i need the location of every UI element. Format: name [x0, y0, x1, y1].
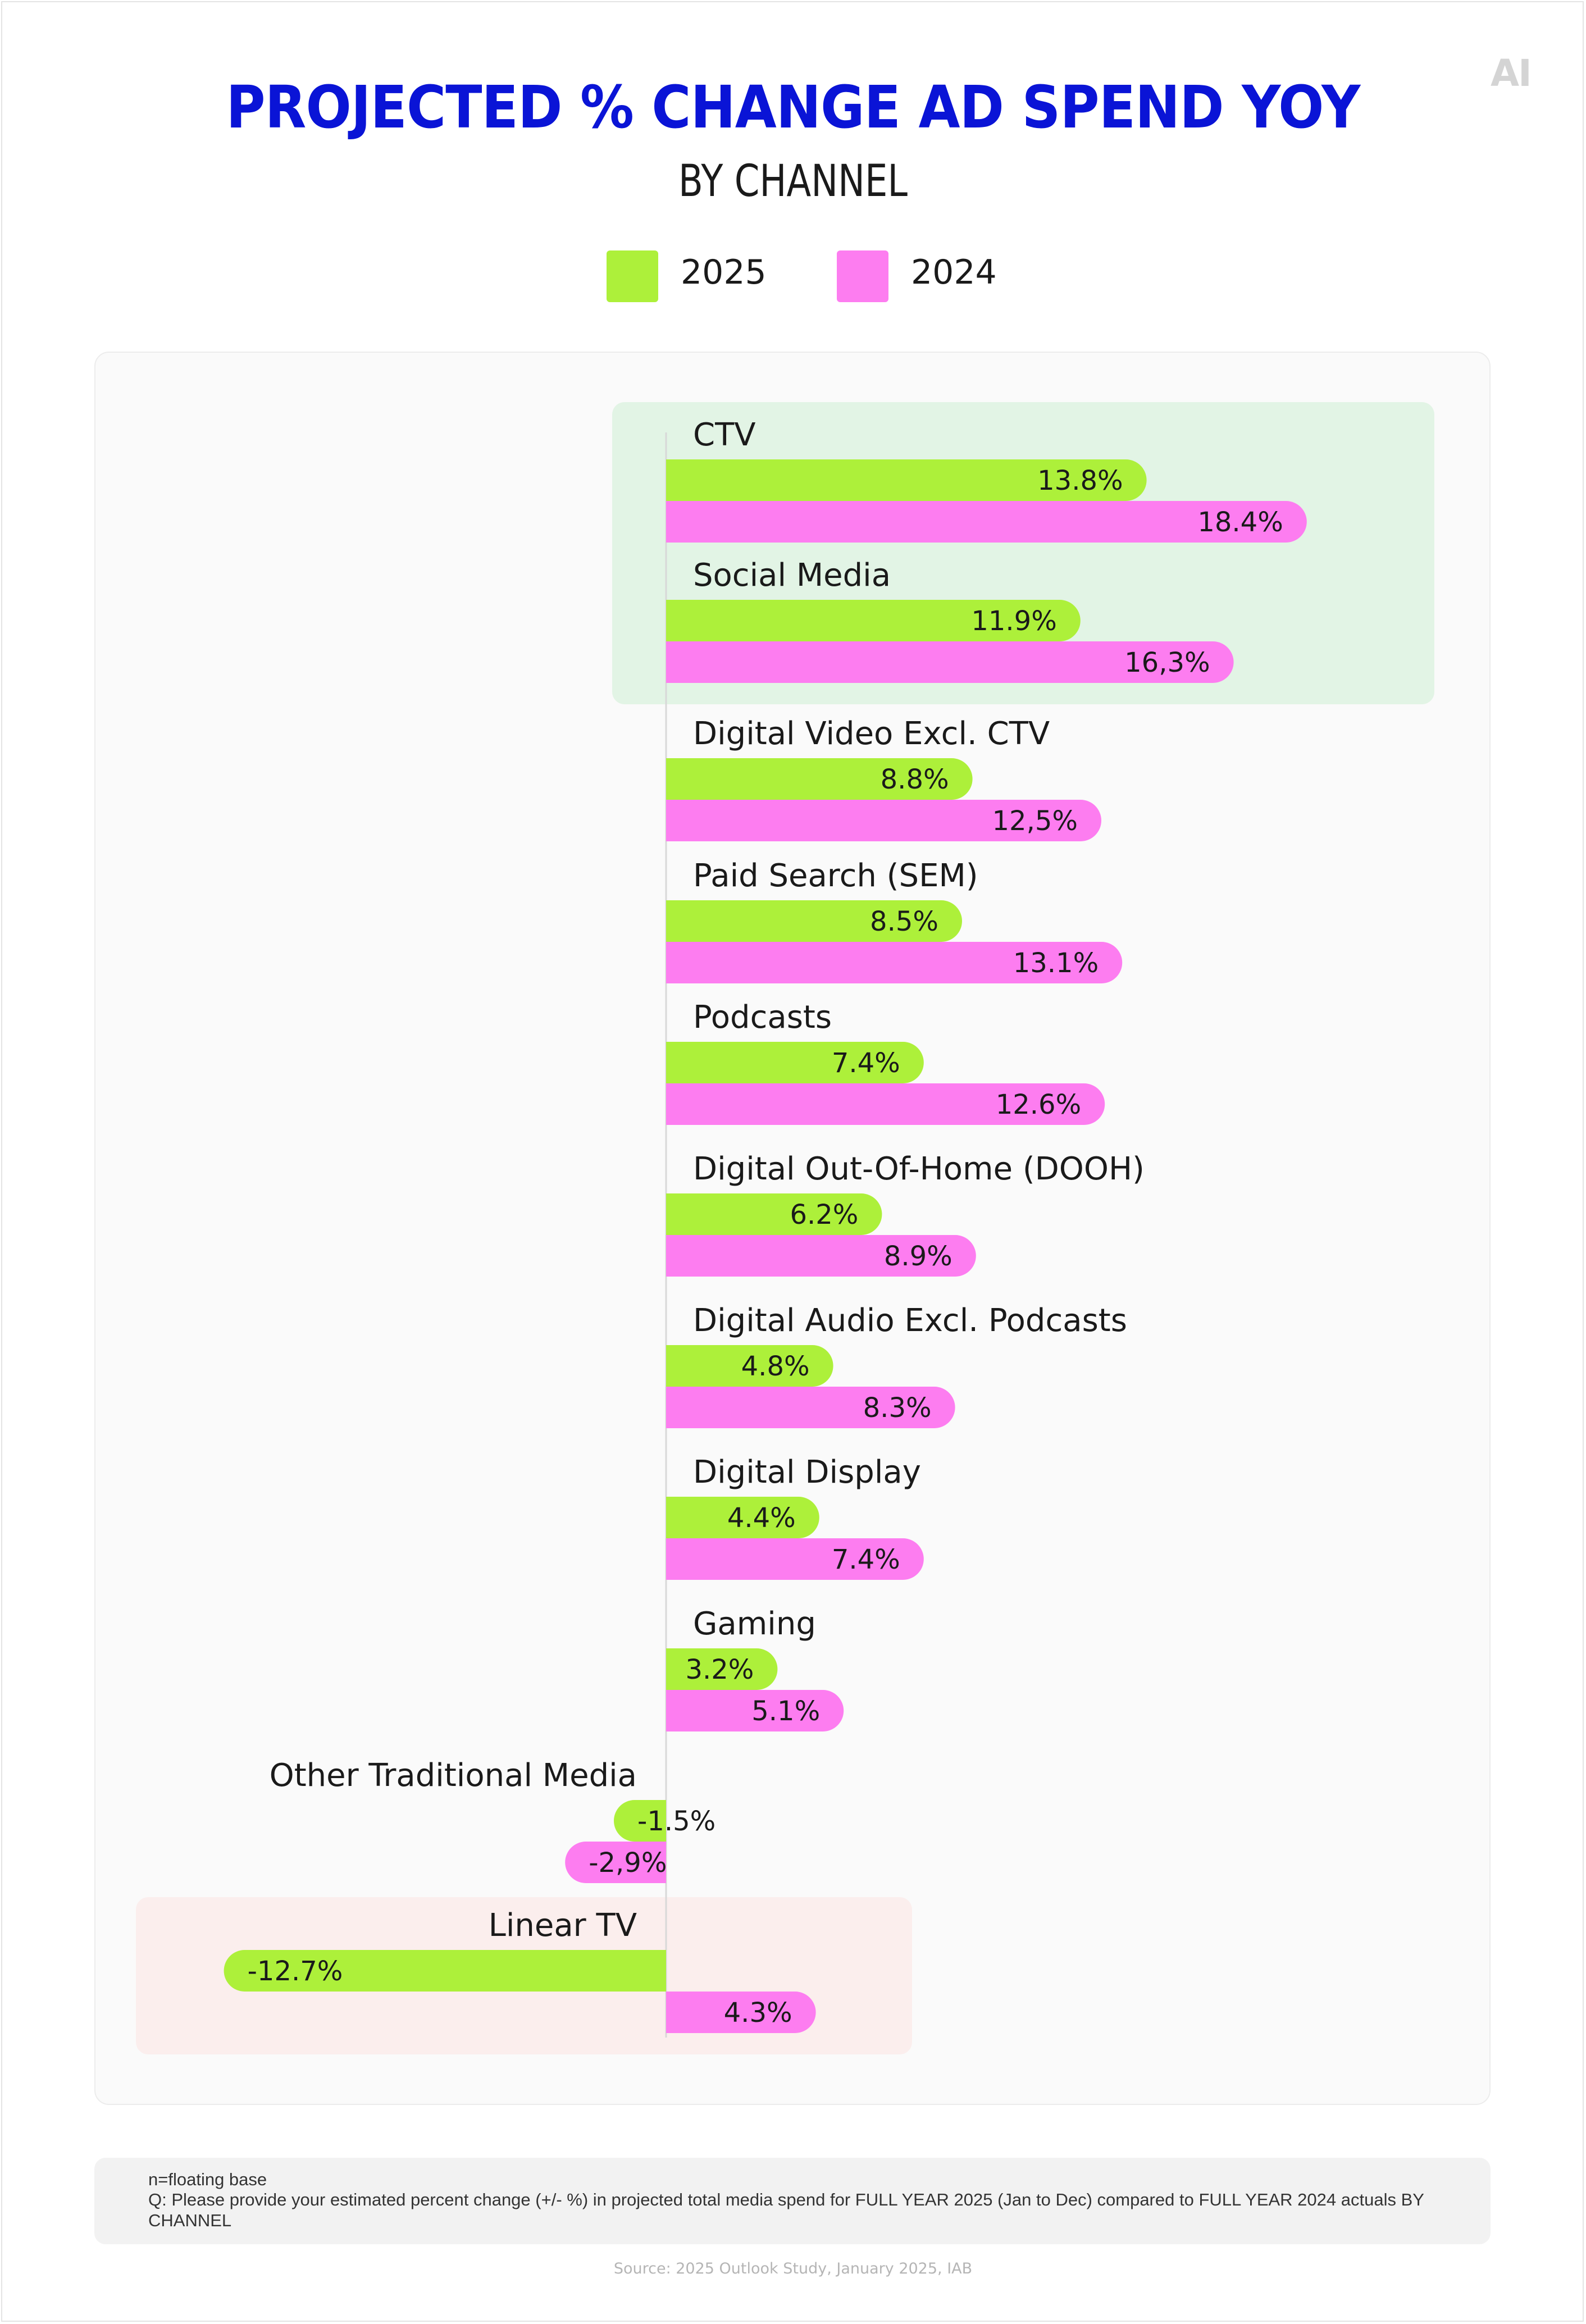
- bar-2024-social-media: [666, 641, 1234, 683]
- value-label-2025-podcasts: 7.4%: [832, 1047, 900, 1079]
- chart-subtitle: BY CHANNEL: [678, 156, 908, 207]
- value-label-2024-digital-display: 7.4%: [832, 1544, 900, 1575]
- bar-2024-podcasts: [666, 1083, 1105, 1125]
- legend-label-2024: 2024: [911, 253, 997, 292]
- category-label-digital-video-excl-ctv: Digital Video Excl. CTV: [693, 716, 1050, 752]
- legend-label-2025: 2025: [681, 253, 767, 292]
- value-label-2025-digital-audio-excl-podcasts: 4.8%: [741, 1351, 810, 1382]
- category-label-gaming: Gaming: [693, 1606, 816, 1642]
- bar-2025-digital-video-excl-ctv: [666, 758, 973, 800]
- bar-2025-paid-search-sem: [666, 900, 962, 942]
- value-label-2024-digital-video-excl-ctv: 12,5%: [992, 805, 1078, 837]
- category-label-ctv: CTV: [693, 417, 756, 453]
- value-label-2025-gaming: 3.2%: [685, 1654, 754, 1685]
- value-label-2025-paid-search-sem: 8.5%: [870, 906, 938, 937]
- bar-2024-digital-video-excl-ctv: [666, 800, 1101, 841]
- value-label-2024-other-traditional-media: -2,9%: [589, 1847, 667, 1879]
- notes-base: n=floating base: [148, 2170, 267, 2189]
- chart-title: PROJECTED % CHANGE AD SPEND YOY: [226, 73, 1360, 142]
- value-label-2024-social-media: 16,3%: [1124, 647, 1210, 678]
- bar-2025-digital-out-of-home-dooh: [666, 1193, 882, 1235]
- notes-question: Q: Please provide your estimated percent…: [148, 2190, 1424, 2230]
- category-label-digital-display: Digital Display: [693, 1454, 921, 1491]
- brand-logo: AI: [1491, 52, 1532, 95]
- bar-2025-linear-tv: [224, 1950, 667, 1992]
- category-label-paid-search-sem: Paid Search (SEM): [693, 858, 978, 894]
- value-label-2024-digital-audio-excl-podcasts: 8.3%: [863, 1392, 932, 1424]
- value-label-2024-podcasts: 12.6%: [996, 1089, 1081, 1120]
- bar-2024-paid-search-sem: [666, 942, 1123, 983]
- value-label-2025-other-traditional-media: -1.5%: [637, 1806, 715, 1837]
- bar-2024-linear-tv: [666, 1992, 816, 2033]
- bar-2025-social-media: [666, 600, 1081, 641]
- bar-2025-digital-audio-excl-podcasts: [666, 1345, 833, 1387]
- value-label-2025-digital-video-excl-ctv: 8.8%: [881, 764, 949, 795]
- category-label-other-traditional-media: Other Traditional Media: [270, 1757, 637, 1794]
- value-label-2025-linear-tv: -12.7%: [248, 1956, 343, 1987]
- category-label-social-media: Social Media: [693, 557, 891, 594]
- bar-2024-gaming: [666, 1690, 844, 1731]
- category-label-digital-audio-excl-podcasts: Digital Audio Excl. Podcasts: [693, 1302, 1127, 1339]
- value-label-2025-ctv: 13.8%: [1037, 465, 1123, 496]
- source-note: Source: 2025 Outlook Study, January 2025…: [613, 2260, 973, 2277]
- bar-2024-digital-out-of-home-dooh: [666, 1235, 976, 1277]
- category-label-digital-out-of-home-dooh: Digital Out-Of-Home (DOOH): [693, 1151, 1145, 1187]
- category-label-podcasts: Podcasts: [693, 999, 832, 1036]
- value-label-2025-digital-out-of-home-dooh: 6.2%: [790, 1199, 858, 1231]
- bar-2025-other-traditional-media: [614, 1800, 666, 1842]
- category-label-linear-tv: Linear TV: [489, 1907, 637, 1944]
- value-label-2024-paid-search-sem: 13.1%: [1013, 947, 1099, 979]
- bar-2025-ctv: [666, 459, 1147, 501]
- bar-2025-gaming: [666, 1648, 778, 1690]
- bar-2025-digital-display: [666, 1497, 819, 1538]
- value-label-2025-social-media: 11.9%: [971, 605, 1056, 637]
- value-label-2025-digital-display: 4.4%: [727, 1502, 796, 1534]
- bar-2024-other-traditional-media: [565, 1842, 666, 1883]
- value-label-2024-linear-tv: 4.3%: [724, 1997, 792, 2029]
- legend-swatch-2025: [607, 250, 658, 302]
- notes-box: n=floating base Q: Please provide your e…: [94, 2158, 1491, 2244]
- bar-2024-digital-audio-excl-podcasts: [666, 1387, 955, 1428]
- bar-2024-ctv: [666, 501, 1307, 543]
- value-label-2024-gaming: 5.1%: [751, 1696, 820, 1727]
- legend-swatch-2024: [837, 250, 888, 302]
- bar-2024-digital-display: [666, 1538, 924, 1580]
- value-label-2024-ctv: 18.4%: [1197, 507, 1283, 538]
- value-label-2024-digital-out-of-home-dooh: 8.9%: [884, 1241, 952, 1272]
- bar-2025-podcasts: [666, 1042, 924, 1083]
